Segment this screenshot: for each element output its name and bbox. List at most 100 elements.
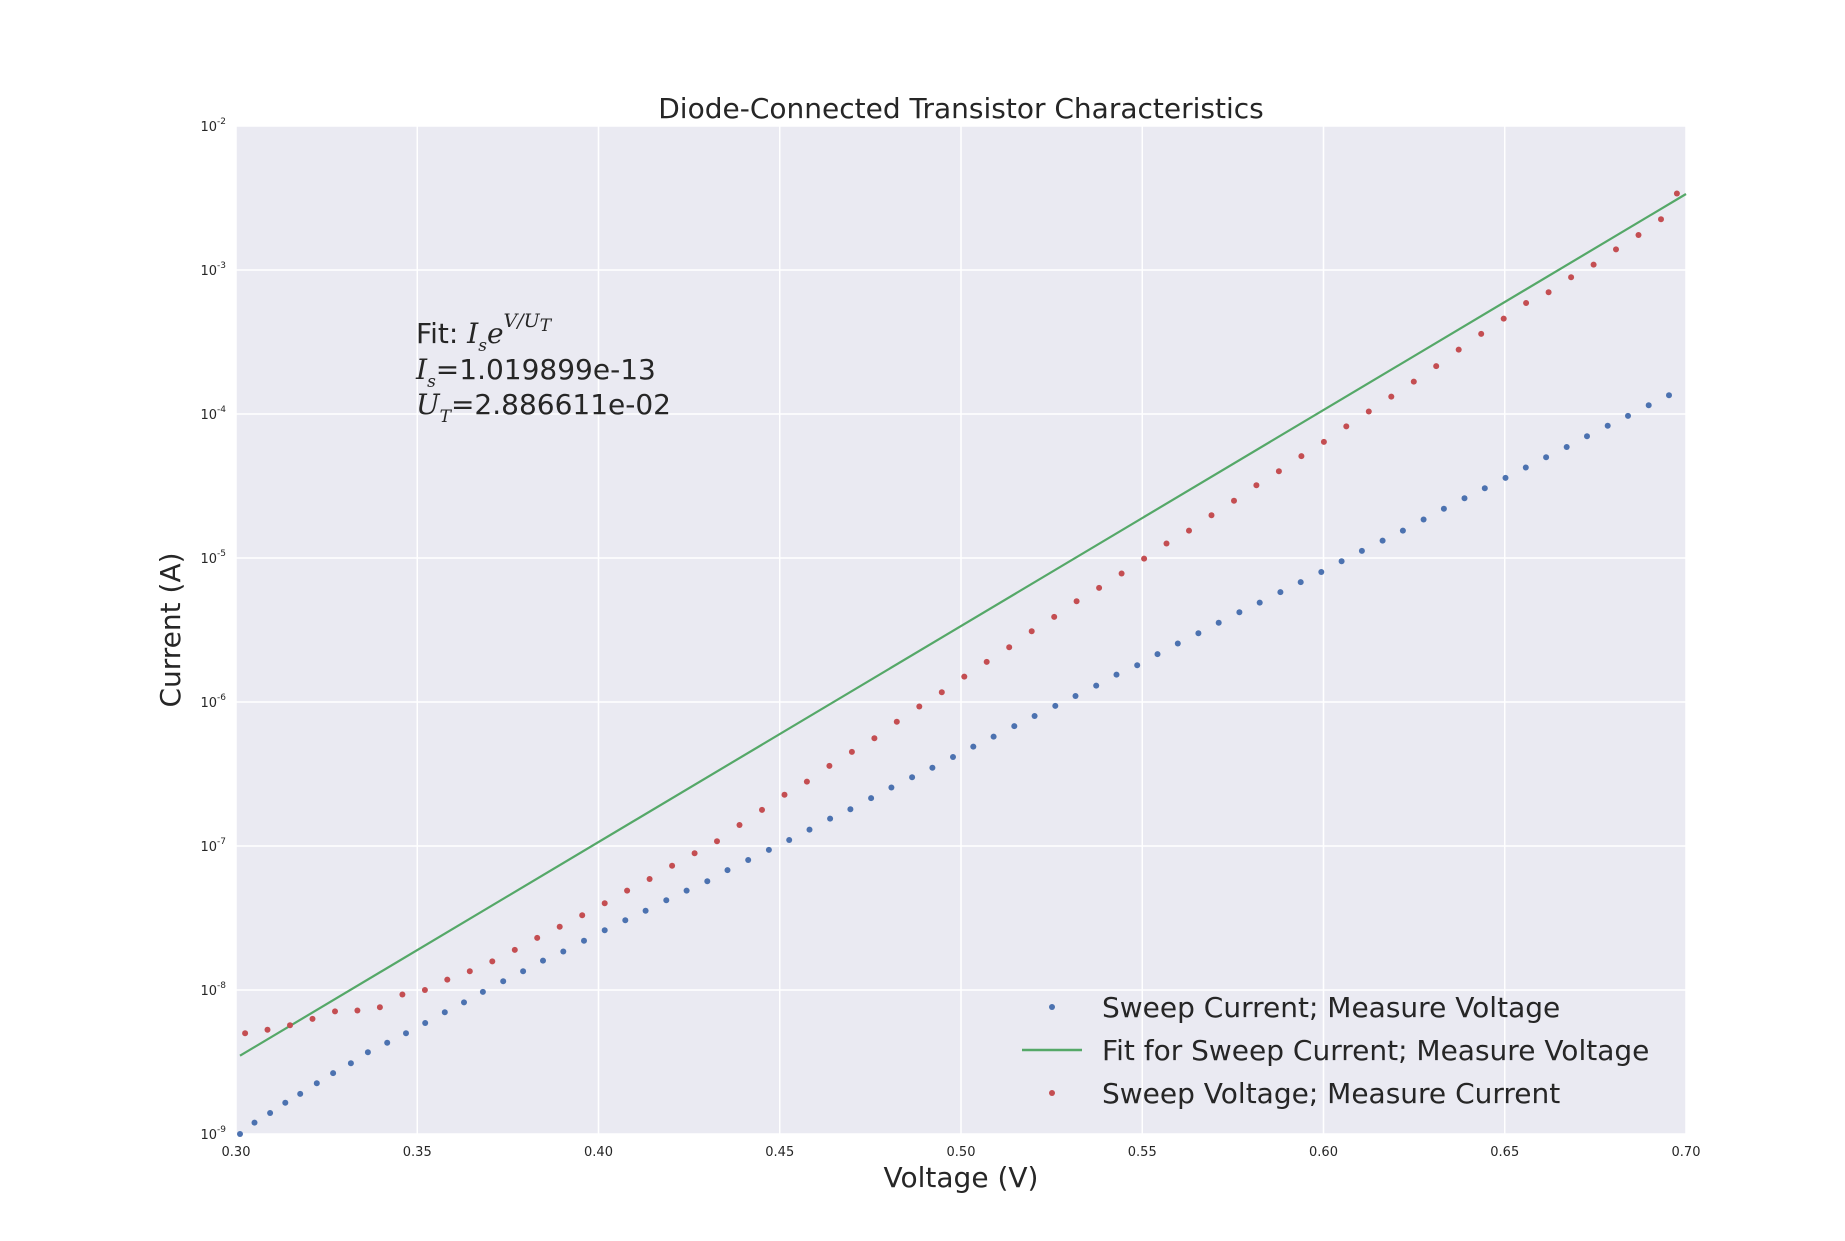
sweep-voltage-point — [1388, 393, 1395, 400]
x-tick-label: 0.65 — [1490, 1145, 1519, 1160]
sweep-current-point — [990, 733, 997, 740]
sweep-current-point — [1461, 495, 1468, 502]
sweep-current-point — [1195, 630, 1202, 637]
sweep-voltage-point — [1275, 468, 1282, 475]
sweep-voltage-point — [916, 703, 923, 710]
sweep-current-point — [461, 999, 467, 1006]
sweep-voltage-point — [714, 838, 720, 845]
sweep-current-point — [827, 815, 834, 822]
sweep-current-point — [1031, 713, 1038, 719]
sweep-current-point — [560, 948, 567, 955]
sweep-current-point — [1440, 505, 1447, 512]
grid-lines — [235, 125, 1687, 1135]
sweep-voltage-point — [691, 850, 698, 857]
sweep-current-point — [1318, 569, 1325, 575]
sweep-current-point — [745, 857, 752, 863]
sweep-voltage-point — [826, 762, 833, 769]
sweep-voltage-point — [938, 689, 945, 696]
sweep-current-point — [642, 907, 649, 914]
sweep-voltage-point — [1343, 423, 1350, 430]
sweep-current-point — [540, 957, 546, 964]
sweep-current-point — [724, 867, 731, 874]
sweep-voltage-point — [871, 735, 878, 742]
y-tick-label: 10-7 — [200, 837, 226, 855]
sweep-current-point — [1134, 662, 1141, 669]
sweep-voltage-point — [556, 923, 563, 930]
fit-annotation-line3: UT=2.886611e-02 — [416, 388, 671, 427]
sweep-voltage-point — [646, 876, 653, 882]
sweep-voltage-point — [309, 1015, 316, 1022]
sweep-voltage-point — [511, 946, 518, 953]
sweep-current-point — [1358, 547, 1365, 554]
y-axis-label: Current (A) — [154, 552, 187, 707]
fit-line — [239, 193, 1687, 1057]
sweep-current-point — [403, 1030, 409, 1037]
sweep-voltage-point — [1568, 274, 1575, 281]
sweep-current-point — [282, 1099, 289, 1106]
sweep-current-point — [1625, 412, 1631, 419]
sweep-current-point — [384, 1039, 391, 1046]
sweep-voltage-point — [1478, 330, 1485, 337]
y-tick-labels: 10-9 10-8 10-7 10-6 10-5 10-4 10-3 10-2 — [200, 117, 226, 1143]
sweep-current-point — [1052, 702, 1059, 709]
sweep-current-point — [1154, 651, 1161, 658]
sweep-current-point — [1502, 474, 1509, 481]
sweep-voltage-point — [376, 1004, 383, 1011]
sweep-current-point — [786, 837, 793, 843]
sweep-current-point — [1563, 444, 1570, 450]
sweep-voltage-point — [1545, 289, 1552, 296]
sweep-voltage-point — [444, 976, 451, 983]
sweep-voltage-point — [1298, 453, 1305, 460]
sweep-current-point — [970, 743, 977, 750]
x-tick-label: 0.55 — [1128, 1145, 1157, 1160]
legend: Sweep Current; Measure Voltage Fit for S… — [1022, 991, 1649, 1110]
sweep-current-point — [1338, 558, 1345, 565]
sweep-voltage-point — [579, 912, 586, 919]
sweep-voltage-point — [893, 718, 900, 725]
y-tick-label: 10-9 — [200, 1125, 226, 1143]
sweep-current-point — [847, 806, 854, 813]
legend-marker-sweep-current — [1049, 1004, 1055, 1010]
sweep-voltage-point — [1051, 613, 1058, 620]
x-tick-label: 0.30 — [222, 1145, 251, 1160]
sweep-voltage-point — [1253, 482, 1260, 489]
sweep-current-point — [601, 927, 608, 934]
sweep-current-point — [1399, 527, 1406, 534]
sweep-current-point — [422, 1020, 429, 1026]
sweep-voltage-point — [489, 958, 496, 965]
sweep-voltage-point — [983, 658, 990, 665]
sweep-current-point — [500, 978, 507, 985]
sweep-current-point — [1093, 682, 1100, 689]
sweep-current-point — [704, 878, 711, 885]
sweep-current-point — [765, 846, 772, 853]
sweep-voltage-point — [1613, 246, 1619, 253]
x-tick-label: 0.40 — [584, 1145, 613, 1160]
sweep-voltage-point — [354, 1007, 361, 1014]
sweep-current-point — [1072, 693, 1079, 699]
chart-title: Diode-Connected Transistor Characteristi… — [658, 92, 1263, 125]
sweep-voltage-point — [1500, 315, 1507, 322]
sweep-current-point — [1481, 485, 1488, 492]
sweep-voltage-point — [534, 934, 541, 941]
sweep-voltage-point — [264, 1026, 271, 1033]
sweep-current-point — [313, 1080, 320, 1087]
sweep-voltage-point — [624, 887, 631, 894]
sweep-current-point — [267, 1110, 274, 1116]
x-tick-label: 0.35 — [403, 1145, 432, 1160]
sweep-current-point — [297, 1090, 304, 1097]
sweep-voltage-point — [1455, 346, 1462, 353]
sweep-voltage-point — [242, 1030, 249, 1037]
sweep-current-point — [888, 784, 895, 791]
sweep-current-point — [1113, 671, 1120, 678]
sweep-voltage-point — [1433, 363, 1440, 370]
y-tick-label: 10-2 — [200, 117, 226, 135]
x-tick-label: 0.45 — [765, 1145, 794, 1160]
sweep-voltage-point — [1096, 584, 1103, 591]
x-tick-label: 0.70 — [1672, 1145, 1701, 1160]
y-tick-label: 10-6 — [200, 693, 226, 711]
legend-marker-sweep-voltage — [1049, 1090, 1055, 1096]
sweep-voltage-point — [1635, 232, 1642, 238]
sweep-current-point — [1420, 516, 1427, 523]
sweep-voltage-point — [1186, 527, 1192, 534]
sweep-current-point — [663, 897, 670, 904]
